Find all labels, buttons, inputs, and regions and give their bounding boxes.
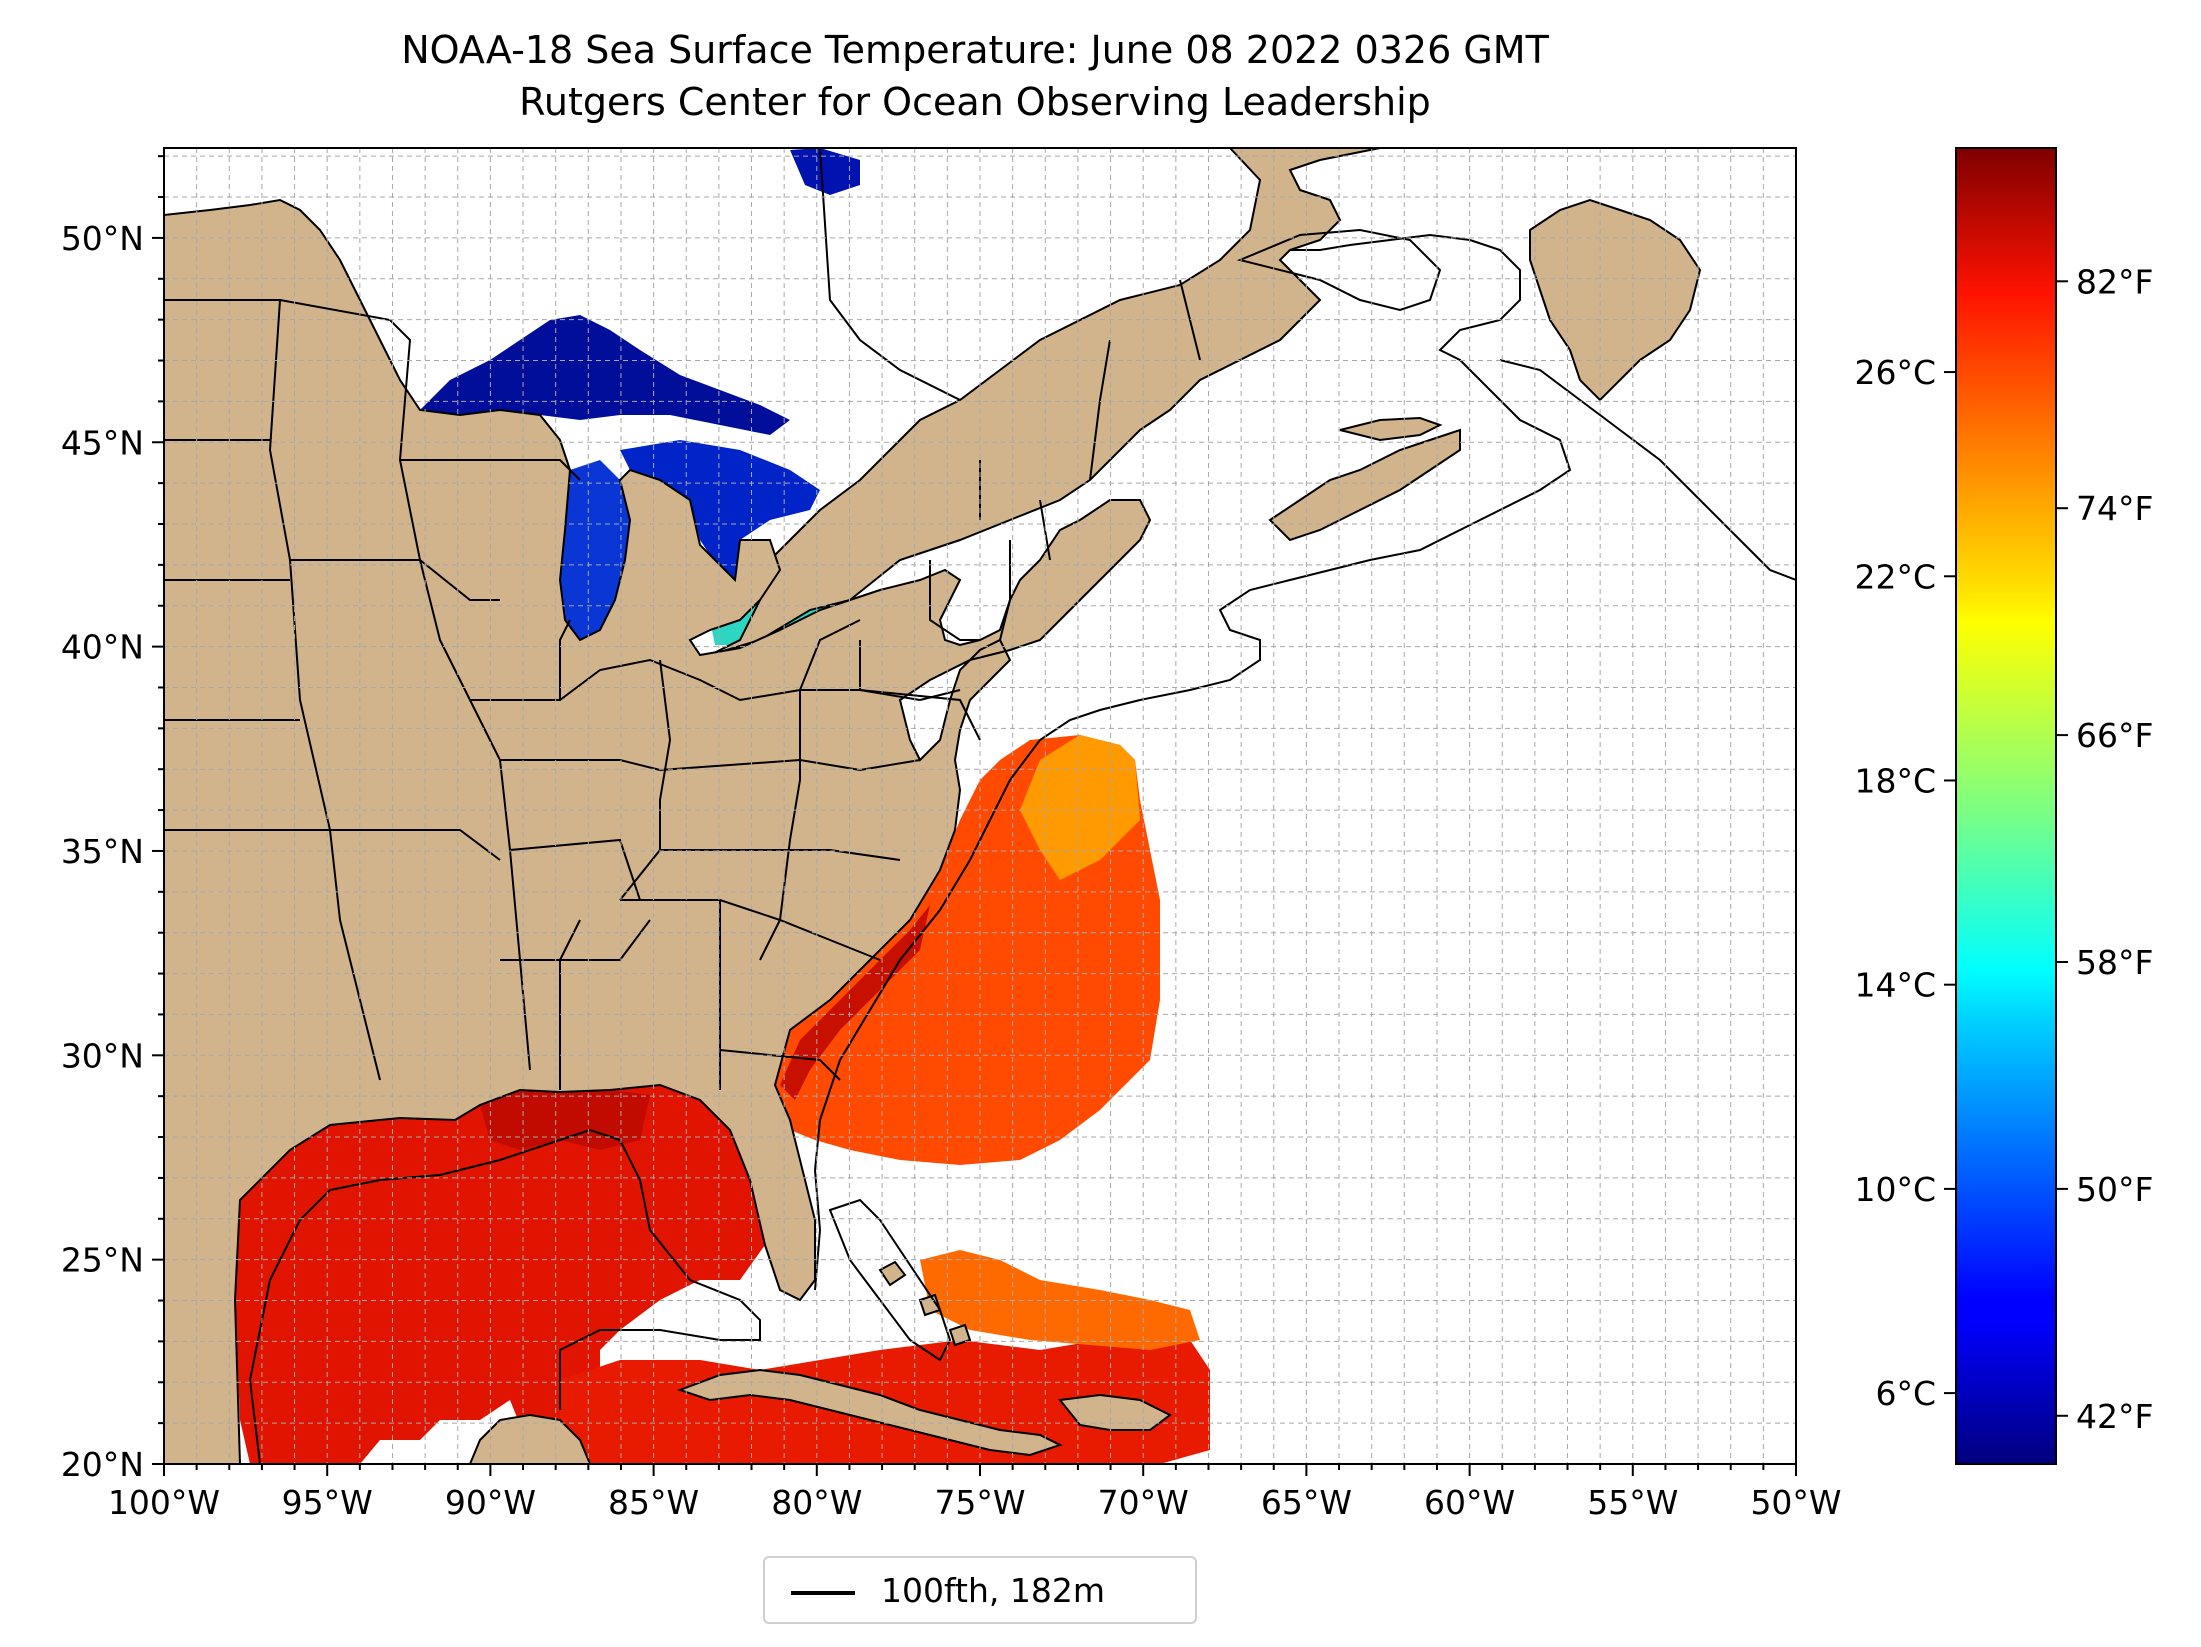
land-hispaniola [1058, 1393, 1172, 1431]
colorbar-f-tick-label: 50°F [2076, 1170, 2153, 1209]
sst-gulf-of-mexico [235, 1085, 765, 1464]
land-cuba [677, 1368, 1063, 1457]
map-subtitle: Rutgers Center for Ocean Observing Leade… [519, 80, 1431, 124]
state-boundaries [164, 148, 1201, 1090]
lake-michigan [560, 460, 630, 640]
lake-superior [420, 315, 790, 435]
legend-label: 100fth, 182m [881, 1571, 1105, 1610]
legend-line-swatch [791, 1591, 855, 1595]
colorbar-f-tick-label: 82°F [2076, 262, 2153, 301]
lon-tick-label: 95°W [282, 1483, 373, 1522]
colorbar-ticks: 82°F 74°F 66°F 58°F 50°F 42°F 26°C 22°C 18°C 14°C… [1854, 262, 2153, 1435]
map-canvas [164, 148, 1796, 1464]
colorbar-f-tick-label: 66°F [2076, 716, 2153, 755]
colorbar-c-tick-label: 18°C [1854, 761, 1936, 800]
graticule [164, 148, 1796, 1464]
colorbar-c-tick-label: 6°C [1875, 1374, 1936, 1413]
lake-huron [620, 440, 820, 580]
legend: 100fth, 182m [763, 1556, 1197, 1624]
lon-tick-label: 85°W [608, 1483, 699, 1522]
colorbar-c-tick-label: 26°C [1854, 353, 1936, 392]
lon-tick-label: 65°W [1261, 1483, 1352, 1522]
colorbar-c-tick-label: 14°C [1854, 966, 1936, 1005]
land-us-east-south [164, 148, 1152, 1464]
lat-tick-label: 45°N [61, 423, 144, 462]
land-pei [1339, 416, 1443, 442]
lat-tick-label: 50°N [61, 219, 144, 258]
lat-tick-label: 25°N [61, 1241, 144, 1280]
lon-tick-label: 80°W [771, 1483, 862, 1522]
lon-tick-label: 70°W [1098, 1483, 1189, 1522]
colorbar-f-tick-label: 42°F [2076, 1397, 2153, 1436]
lat-tick-label: 30°N [61, 1036, 144, 1075]
lat-tick-label: 35°N [61, 832, 144, 871]
lon-tick-label: 75°W [934, 1483, 1025, 1522]
isobath-100fth [248, 228, 1796, 1464]
sst-bahamas-patch [920, 1250, 1200, 1350]
sst-gulf-hotspot [480, 1090, 650, 1150]
land-newfoundland [1529, 198, 1702, 402]
axis-ticks: 100°W 95°W 90°W 85°W 80°W 75°W 70°W 65°W 60°W 55°… [61, 155, 1842, 1522]
lon-tick-label: 50°W [1750, 1483, 1841, 1522]
lat-tick-label: 20°N [61, 1445, 144, 1484]
land-yucatan [468, 1413, 592, 1464]
lon-tick-label: 55°W [1587, 1483, 1678, 1522]
colorbar [1955, 147, 2057, 1465]
colorbar-c-tick-label: 22°C [1854, 557, 1936, 596]
sst-atlantic-cool [1020, 735, 1140, 880]
sst-atlantic-nearshore [780, 905, 930, 1100]
colorbar-f-tick-label: 58°F [2076, 943, 2153, 982]
land-nova-scotia [1268, 428, 1461, 542]
lake-nipigon [790, 148, 860, 195]
colorbar-f-tick-label: 74°F [2076, 489, 2153, 528]
colorbar-c-tick-label: 10°C [1854, 1170, 1936, 1209]
map-title: NOAA-18 Sea Surface Temperature: June 08… [401, 28, 1549, 72]
lon-tick-label: 100°W [108, 1483, 220, 1522]
lat-tick-label: 40°N [61, 628, 144, 667]
lon-tick-label: 60°W [1424, 1483, 1515, 1522]
lon-tick-label: 90°W [445, 1483, 536, 1522]
